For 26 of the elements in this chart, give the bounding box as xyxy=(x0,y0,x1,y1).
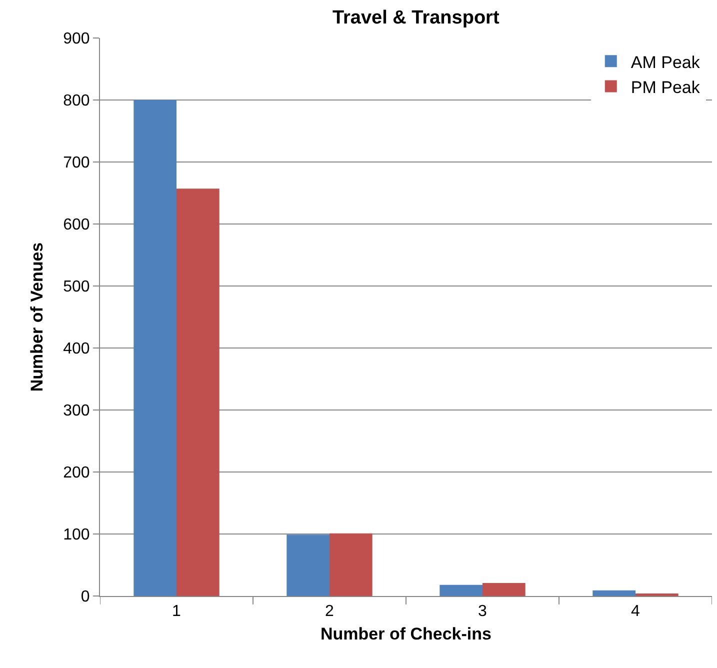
bar xyxy=(176,188,220,596)
bar xyxy=(592,590,636,596)
x-axis-title: Number of Check-ins xyxy=(320,624,492,644)
y-tick-label: 400 xyxy=(63,340,90,358)
bar xyxy=(286,534,330,596)
x-tick-label: 3 xyxy=(478,603,488,620)
x-tick-label: 1 xyxy=(172,603,182,620)
bar xyxy=(330,533,372,596)
y-tick-label: 0 xyxy=(80,588,90,606)
bar xyxy=(440,584,482,596)
x-tick-label: 4 xyxy=(631,603,640,620)
y-tick-label: 500 xyxy=(63,278,90,296)
y-tick-label: 600 xyxy=(63,216,90,234)
chart-title: Travel & Transport xyxy=(332,7,500,28)
y-axis-title: Number of Venues xyxy=(28,242,47,392)
y-tick-label: 300 xyxy=(63,402,90,420)
legend-label: AM Peak xyxy=(630,52,700,72)
y-tick-label: 700 xyxy=(63,154,90,172)
legend-label: PM Peak xyxy=(630,78,700,97)
y-tick-label: 900 xyxy=(63,30,90,48)
bar xyxy=(134,100,176,596)
y-tick-label: 100 xyxy=(63,526,90,544)
x-tick-label: 2 xyxy=(325,603,334,620)
y-tick-label: 800 xyxy=(63,92,90,110)
y-tick-label: 200 xyxy=(63,464,90,482)
bar xyxy=(482,582,526,596)
